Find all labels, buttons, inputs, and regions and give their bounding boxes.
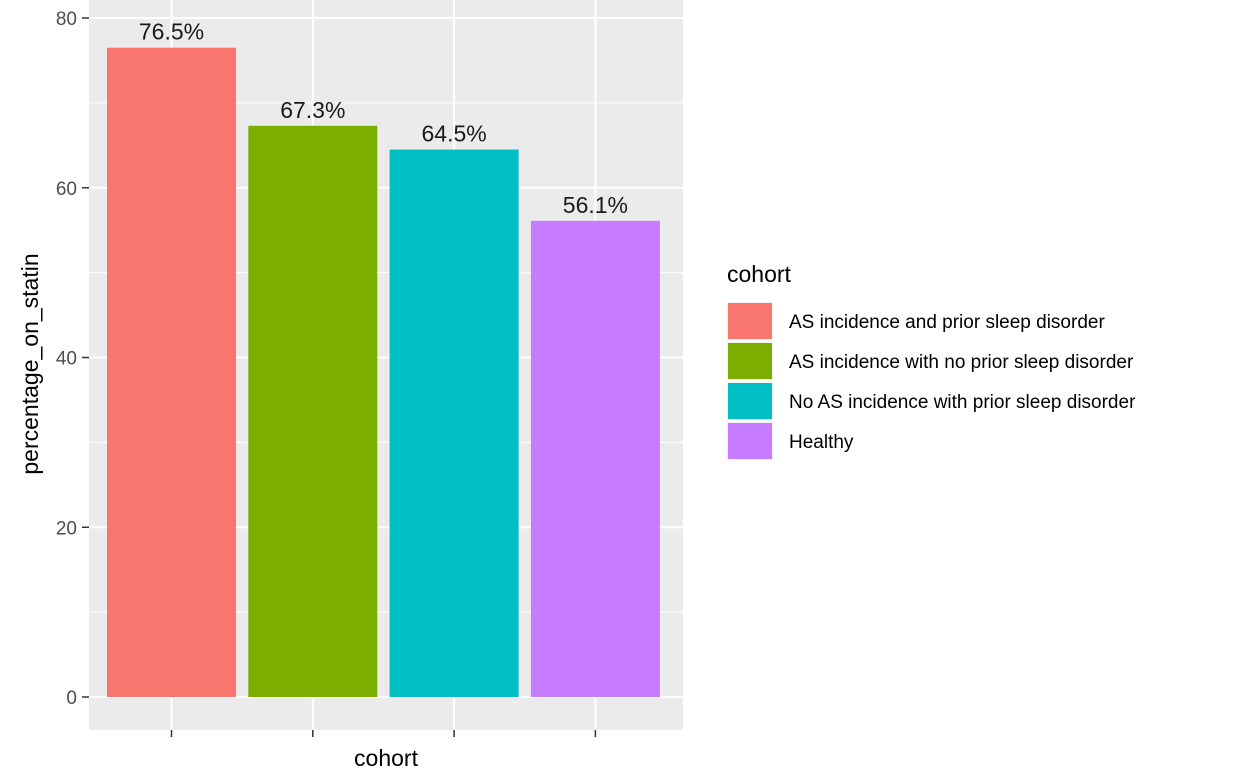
legend-label: AS incidence and prior sleep disorder	[789, 312, 1105, 333]
y-tick-label: 20	[56, 518, 77, 539]
legend: cohort AS incidence and prior sleep diso…	[727, 261, 1136, 460]
bar	[530, 220, 660, 697]
data-label: 67.3%	[280, 97, 345, 123]
legend-label: Healthy	[789, 432, 854, 453]
legend-label: No AS incidence with prior sleep disorde…	[789, 392, 1136, 413]
y-tick-label: 0	[66, 688, 77, 709]
bar	[389, 149, 519, 697]
legend-title: cohort	[727, 261, 792, 287]
y-axis-title: percentage_on_statin	[17, 253, 43, 474]
data-label: 64.5%	[421, 121, 486, 147]
legend-swatch	[728, 423, 772, 459]
bar	[107, 47, 236, 698]
x-axis-title: cohort	[354, 745, 419, 771]
legend-label: AS incidence with no prior sleep disorde…	[789, 352, 1134, 373]
x-axis	[170, 730, 597, 737]
legend-swatch	[728, 343, 772, 379]
data-labels: 76.5% 67.3% 64.5% 56.1%	[139, 19, 628, 218]
data-label: 76.5%	[139, 19, 204, 45]
legend-swatch	[728, 303, 772, 339]
legend-swatch	[728, 383, 772, 419]
y-tick-label: 60	[56, 179, 77, 200]
bar	[248, 125, 378, 697]
data-label: 56.1%	[563, 192, 628, 218]
y-tick-label: 80	[56, 9, 77, 30]
bars	[107, 47, 660, 698]
y-tick-label: 40	[56, 349, 77, 370]
y-axis: 0 20 40 60 80	[56, 9, 89, 709]
